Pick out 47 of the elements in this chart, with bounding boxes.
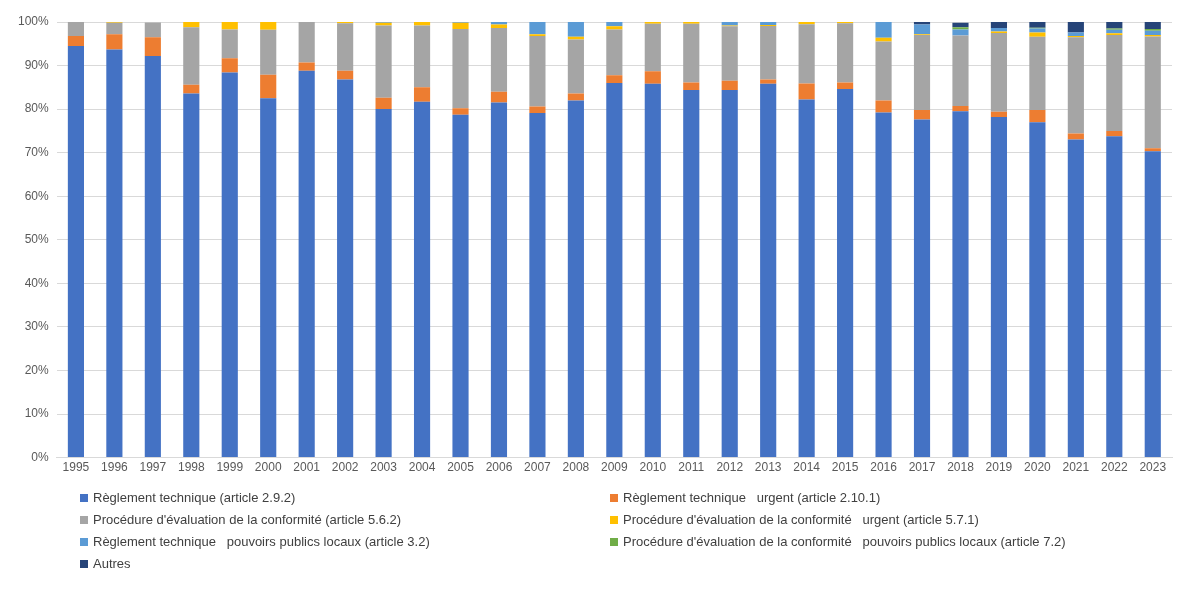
x-tick-label: 2009 <box>600 460 629 475</box>
legend-label: Procédure d'évaluation de la conformité (article 5.6.2) <box>93 512 402 527</box>
x-tick-label: 2010 <box>639 460 667 475</box>
y-tick-label: 0% <box>31 449 50 464</box>
legend-label: Règlement technique urgent (article 2.10.1) <box>623 490 881 505</box>
x-tick-label: 2013 <box>754 460 782 475</box>
x-tick-label: 2015 <box>831 460 859 475</box>
y-tick-label: 40% <box>24 275 50 290</box>
x-tick-label: 2016 <box>870 460 898 475</box>
x-tick-label: 2020 <box>1024 460 1052 475</box>
y-tick-label: 30% <box>24 319 50 334</box>
x-tick-label: 2004 <box>408 460 436 475</box>
x-tick-label: 2008 <box>562 460 590 475</box>
x-tick-label: 2012 <box>716 460 744 475</box>
legend-label: Autres <box>93 556 131 571</box>
y-tick-label: 70% <box>24 144 50 159</box>
y-tick-label: 10% <box>24 406 50 421</box>
x-tick-label: 2021 <box>1062 460 1090 475</box>
x-tick-label: 2002 <box>331 460 359 475</box>
legend-label: Règlement technique (article 2.9.2) <box>93 490 296 505</box>
x-tick-label: 2019 <box>985 460 1013 475</box>
x-tick-label: 2003 <box>370 460 398 475</box>
x-tick-label: 1998 <box>177 460 205 475</box>
x-tick-label: 1997 <box>139 460 167 475</box>
x-tick-label: 2001 <box>293 460 321 475</box>
x-tick-label: 2011 <box>678 460 705 475</box>
y-tick-label: 90% <box>24 57 50 72</box>
legend-label: Règlement technique pouvoirs publics locaux (article 3.2) <box>93 534 430 549</box>
y-tick-label: 60% <box>24 188 50 203</box>
y-tick-label: 20% <box>24 362 50 377</box>
legend-label: Procédure d'évaluation de la conformité pouvoirs publics locaux (article 7.2) <box>623 534 1066 549</box>
y-tick-label: 50% <box>24 232 50 247</box>
x-tick-label: 1999 <box>216 460 244 475</box>
x-tick-label: 1995 <box>62 460 90 475</box>
legend-label: Procédure d'évaluation de la conformité urgent (article 5.7.1) <box>623 512 979 527</box>
x-tick-label: 2000 <box>254 460 282 475</box>
x-tick-label: 2006 <box>485 460 513 475</box>
x-tick-label: 2017 <box>908 460 936 475</box>
x-tick-label: 2022 <box>1100 460 1128 475</box>
x-tick-label: 1996 <box>101 460 129 475</box>
y-tick-label: 100% <box>17 14 50 29</box>
x-tick-label: 2014 <box>793 460 821 475</box>
x-tick-label: 2007 <box>524 460 552 475</box>
y-tick-label: 80% <box>24 101 50 116</box>
x-tick-label: 2005 <box>447 460 475 475</box>
x-tick-label: 2023 <box>1139 460 1167 475</box>
x-tick-label: 2018 <box>947 460 975 475</box>
